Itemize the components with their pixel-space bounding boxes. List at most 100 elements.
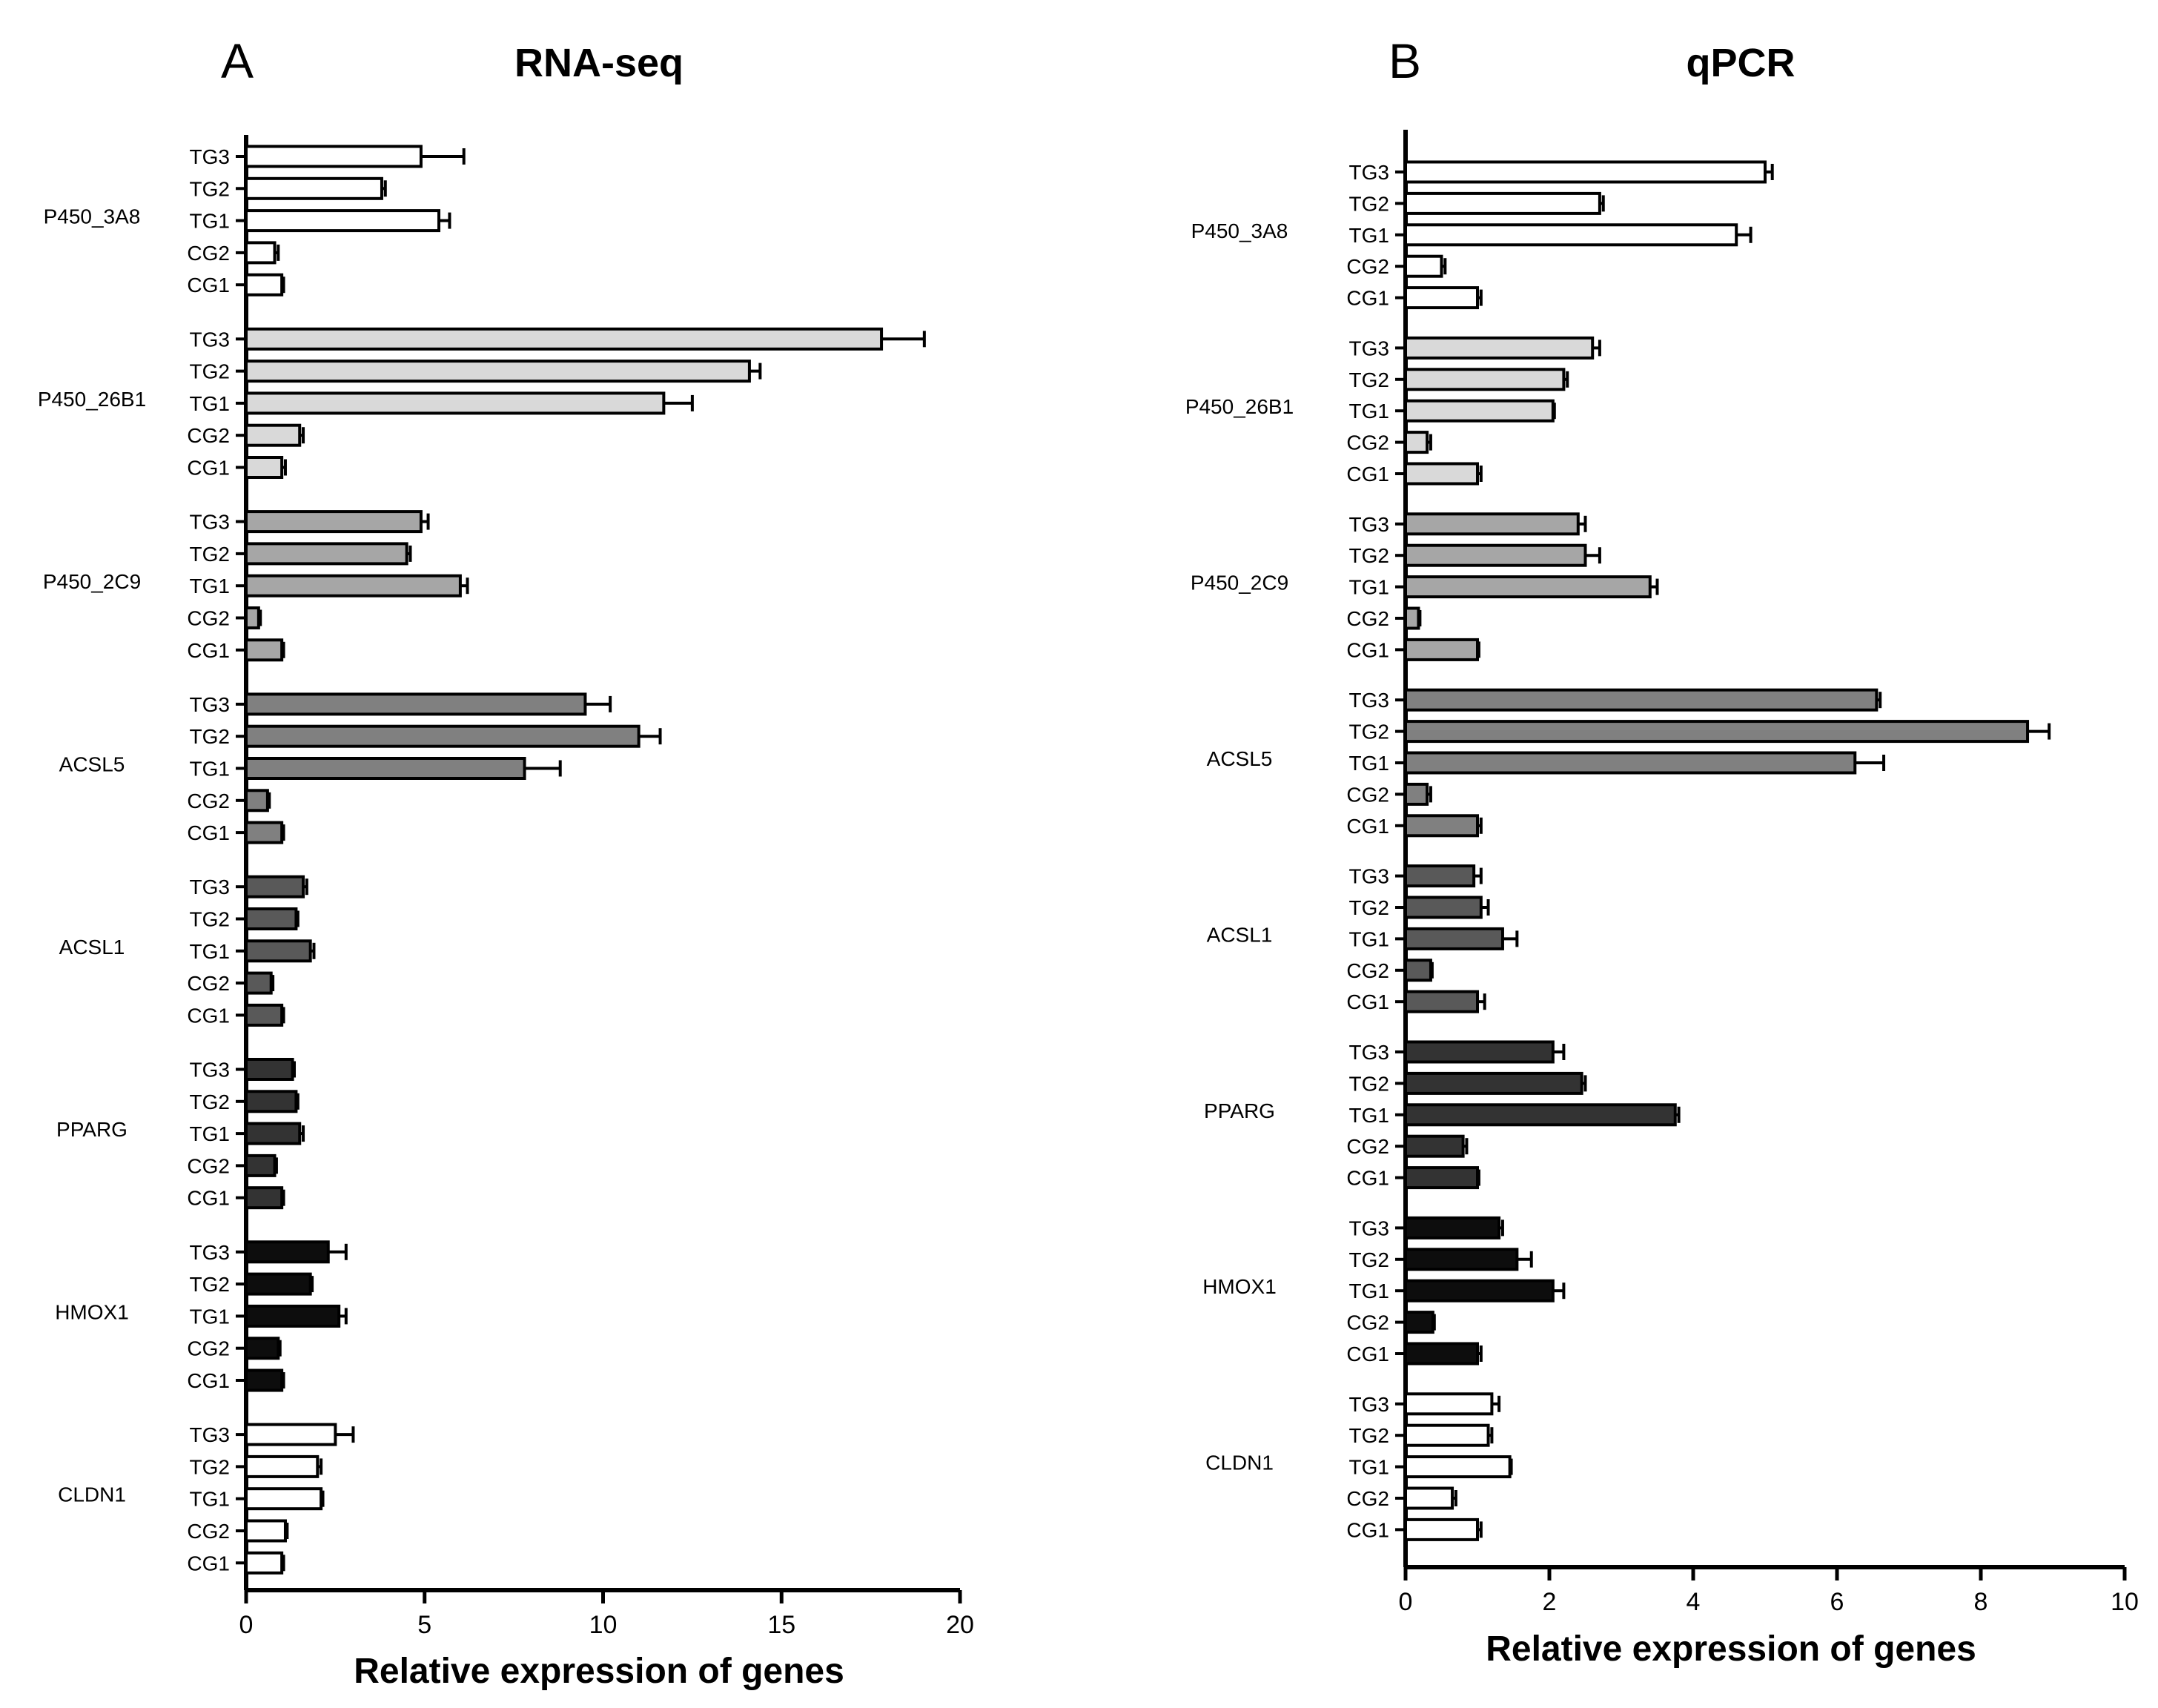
x-tick-label: 15 [767,1611,795,1639]
bar-PPARG-CG1 [245,1186,284,1210]
bar-condition-label: CG2 [1346,1311,1389,1334]
bar-P450_26B1-CG1 [1404,462,1479,486]
bar-condition-label: TG1 [190,210,230,233]
bar-condition-label: TG3 [1349,161,1389,184]
bar-ACSL5-CG2 [1404,782,1429,806]
bar-condition-label: TG1 [190,575,230,598]
bar-PPARG-TG2 [1404,1071,1583,1095]
bar-P450_2C9-CG1 [245,638,284,662]
bar-HMOX1-TG2 [245,1272,312,1296]
bar-condition-label: TG2 [1349,1072,1389,1095]
x-tick-label: 20 [946,1611,974,1639]
bar-HMOX1-TG3 [245,1240,330,1264]
bar-condition-label: CG2 [187,1154,230,1177]
bar-condition-label: CG1 [187,1187,230,1210]
x-tick-label: 0 [1399,1588,1413,1616]
bar-ACSL5-TG1 [245,757,526,780]
gene-label: PPARG [1204,1099,1275,1122]
bar-condition-label: TG2 [190,177,230,200]
bar-condition-label: TG2 [190,360,230,383]
bar-ACSL5-TG3 [1404,688,1879,712]
bar-condition-label: CG2 [187,607,230,630]
bar-condition-label: TG3 [190,875,230,898]
bar-ACSL5-TG2 [1404,720,2030,744]
bar-ACSL1-TG3 [245,875,305,898]
bar-ACSL5-TG3 [245,692,587,716]
bar-HMOX1-CG2 [1404,1311,1434,1334]
panel-b-plot: 0 2 4 6 8 10 TG3 TG2 TG1 CG2 CG1 P450_3A8 TG3 TG2 TG1 C… [1185,130,2139,1616]
bar-HMOX1-CG1 [245,1368,284,1392]
x-tick-label: 10 [589,1611,618,1639]
bar-condition-label: TG1 [1349,927,1389,950]
bar-condition-label: TG3 [1349,1041,1389,1064]
bar-condition-label: TG1 [190,1122,230,1145]
bar-P450_3A8-TG3 [1404,160,1767,184]
bar-condition-label: TG3 [190,145,230,168]
gene-label: CLDN1 [58,1483,126,1506]
bar-P450_2C9-TG1 [1404,575,1652,599]
x-tick-label: 4 [1687,1588,1701,1616]
bar-P450_2C9-CG2 [1404,606,1420,630]
bar-condition-label: TG2 [1349,1424,1389,1447]
bar-P450_3A8-TG3 [245,145,423,168]
bar-ACSL1-TG1 [1404,927,1504,950]
bar-condition-label: TG2 [190,1455,230,1478]
bar-P450_2C9-TG1 [245,574,462,598]
bar-condition-label: TG3 [190,328,230,351]
bar-condition-label: TG3 [190,1059,230,1082]
bar-condition-label: CG2 [1346,1487,1389,1510]
bar-ACSL1-TG2 [245,907,298,930]
bar-ACSL1-CG2 [245,971,273,995]
bar-P450_2C9-CG1 [1404,638,1479,661]
bar-condition-label: CG2 [1346,607,1389,630]
gene-label: HMOX1 [55,1300,129,1323]
bar-condition-label: TG1 [190,392,230,415]
bar-HMOX1-TG1 [245,1304,341,1328]
bar-condition-label: CG2 [1346,959,1389,982]
bar-ACSL5-CG1 [245,821,284,844]
bar-condition-label: TG2 [1349,368,1389,391]
bar-condition-label: CG2 [187,790,230,812]
bar-PPARG-CG1 [1404,1166,1479,1190]
bar-condition-label: CG1 [1346,638,1389,661]
bar-P450_2C9-TG3 [245,510,423,534]
bar-condition-label: TG2 [1349,544,1389,567]
bar-ACSL5-TG1 [1404,751,1857,775]
bar-ACSL1-CG1 [1404,990,1479,1013]
bar-condition-label: TG2 [190,725,230,748]
bar-ACSL1-TG1 [245,939,312,963]
bar-PPARG-TG1 [245,1122,302,1145]
bar-P450_2C9-CG2 [245,606,260,629]
bar-condition-label: TG3 [190,1241,230,1264]
x-tick-label: 2 [1543,1588,1557,1616]
x-tick-label: 5 [417,1611,431,1639]
bar-condition-label: CG2 [1346,1135,1389,1158]
bar-condition-label: CG1 [187,1552,230,1575]
bar-PPARG-CG2 [245,1153,277,1177]
bar-condition-label: CG2 [187,1520,230,1543]
bar-P450_3A8-CG2 [245,241,277,265]
bar-P450_3A8-TG1 [245,209,441,233]
bar-condition-label: TG1 [1349,1104,1389,1127]
bar-HMOX1-TG2 [1404,1248,1519,1271]
bar-ACSL1-CG1 [245,1003,284,1027]
bar-condition-label: CG2 [187,972,230,995]
bar-condition-label: CG2 [187,424,230,447]
bar-P450_26B1-CG1 [245,456,284,479]
bar-HMOX1-CG1 [1404,1342,1479,1366]
bar-condition-label: TG2 [190,543,230,566]
bar-condition-label: CG2 [1346,431,1389,454]
gene-label: P450_3A8 [1191,219,1288,242]
bar-condition-label: TG2 [1349,192,1389,215]
bar-HMOX1-TG1 [1404,1279,1555,1302]
bar-condition-label: TG2 [1349,721,1389,744]
panel-b-title: qPCR [1687,41,1795,85]
bar-condition-label: CG1 [187,457,230,480]
panel-a-plot: 0 5 10 15 20 TG3 TG2 TG1 CG2 CG1 P450_3A8 TG3 TG2 TG1… [38,135,974,1639]
bar-condition-label: CG2 [1346,255,1389,278]
bar-condition-label: TG1 [190,940,230,963]
bar-P450_26B1-TG2 [1404,368,1566,391]
bar-condition-label: CG1 [1346,287,1389,310]
bar-condition-label: TG3 [1349,689,1389,712]
